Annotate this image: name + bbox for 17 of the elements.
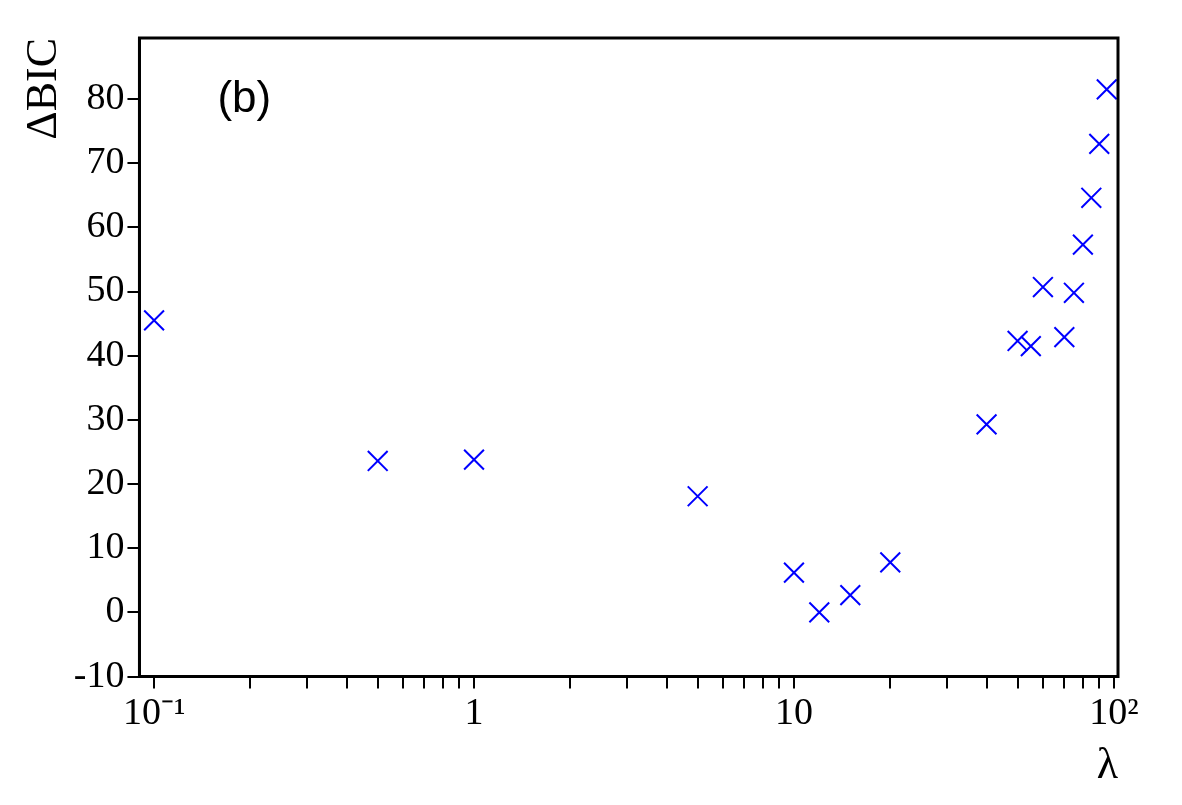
x-tick-label: 10² — [1089, 690, 1139, 733]
y-tick-label: -10 — [73, 652, 125, 695]
y-tick-label: 80 — [86, 74, 125, 117]
x-tick-label: 10⁻¹ — [122, 690, 186, 733]
y-tick-label: 50 — [86, 267, 125, 310]
y-tick-label: 0 — [105, 588, 125, 631]
y-tick-label: 10 — [86, 524, 125, 567]
y-tick-label: 60 — [86, 203, 125, 246]
annotation: (b) — [217, 72, 272, 122]
y-tick-label: 30 — [86, 395, 125, 438]
y-axis-title: ΔBIC — [16, 38, 66, 140]
y-tick-label: 70 — [86, 139, 125, 182]
x-tick-label: 10 — [774, 690, 813, 733]
x-tick-label: 1 — [464, 690, 484, 733]
x-axis-title: λ — [1096, 739, 1119, 789]
y-tick-label: 40 — [86, 331, 125, 374]
y-tick-label: 20 — [86, 460, 125, 503]
